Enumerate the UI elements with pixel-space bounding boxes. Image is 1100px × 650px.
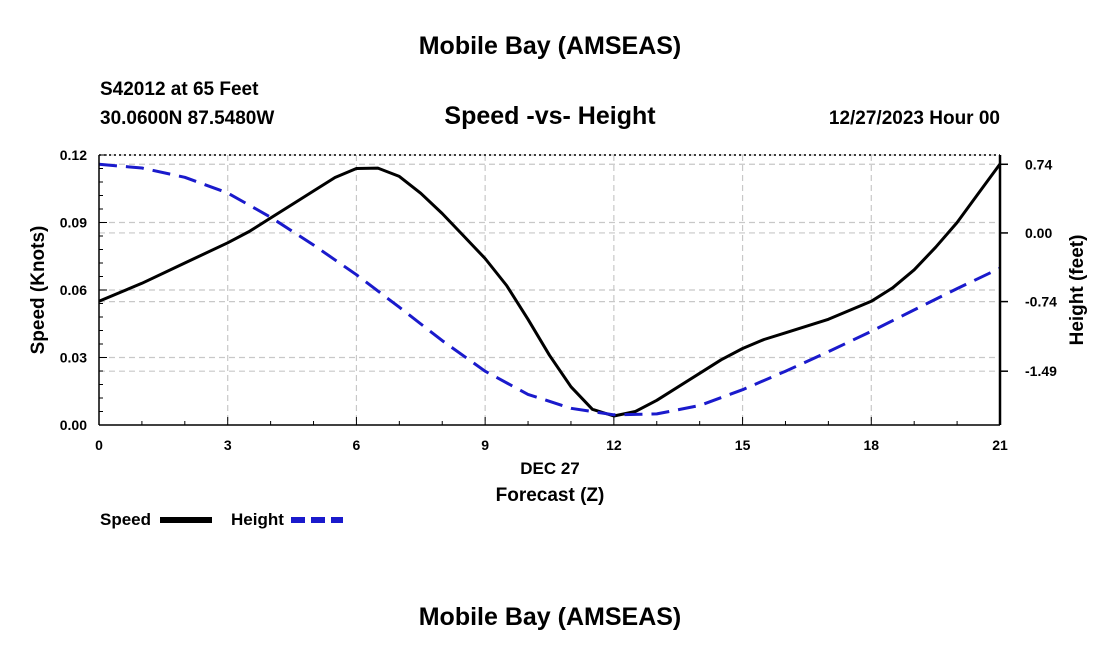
x-tick-label-18: 18 — [863, 437, 879, 453]
series-line-height — [98, 162, 1001, 417]
x-tick-label-9: 9 — [481, 437, 489, 453]
y2-tick-label--1.49: -1.49 — [1025, 363, 1057, 379]
x-tick-label-3: 3 — [224, 437, 232, 453]
x-axis-title: Forecast (Z) — [496, 485, 605, 506]
y-tick-label-0.12: 0.12 — [60, 147, 87, 163]
datetime-label: 12/27/2023 Hour 00 — [829, 108, 1000, 129]
x-tick-label-0: 0 — [95, 437, 103, 453]
x-tick-label-15: 15 — [735, 437, 751, 453]
x-tick-label-12: 12 — [606, 437, 622, 453]
y-tick-label-0.09: 0.09 — [60, 215, 87, 231]
y2-tick-label--0.74: -0.74 — [1025, 294, 1057, 310]
grid-layer — [99, 154, 1000, 425]
legend: Speed Height — [100, 510, 343, 529]
y2-tick-label-0.00: 0.00 — [1025, 225, 1052, 241]
x-tick-label-21: 21 — [992, 437, 1008, 453]
coordinates-label: 30.0600N 87.5480W — [100, 108, 274, 129]
footer-title: Mobile Bay (AMSEAS) — [419, 603, 682, 631]
series-layer — [98, 162, 1002, 418]
y2-axis-title: Height (feet) — [1067, 235, 1088, 346]
y-tick-label-0.06: 0.06 — [60, 282, 87, 298]
legend-label-speed: Speed — [100, 510, 151, 529]
chart-subtitle: Speed -vs- Height — [444, 102, 656, 130]
x-tick-label-6: 6 — [353, 437, 361, 453]
station-label: S42012 at 65 Feet — [100, 79, 259, 100]
y-tick-label-0.03: 0.03 — [60, 350, 87, 366]
main-title: Mobile Bay (AMSEAS) — [419, 32, 682, 60]
y2-tick-label-0.74: 0.74 — [1025, 156, 1052, 172]
y-axis-title: Speed (Knots) — [28, 226, 49, 355]
series-line-speed — [98, 163, 1002, 418]
x-axis-sublabel: DEC 27 — [520, 459, 580, 478]
legend-label-height: Height — [231, 510, 284, 529]
axis-layer: 0 3 6 9 12 15 18 21 0.00 0.03 0.06 0.09 0.12 0.74 0.00… — [60, 147, 1057, 453]
y-tick-label-0.00: 0.00 — [60, 417, 87, 433]
